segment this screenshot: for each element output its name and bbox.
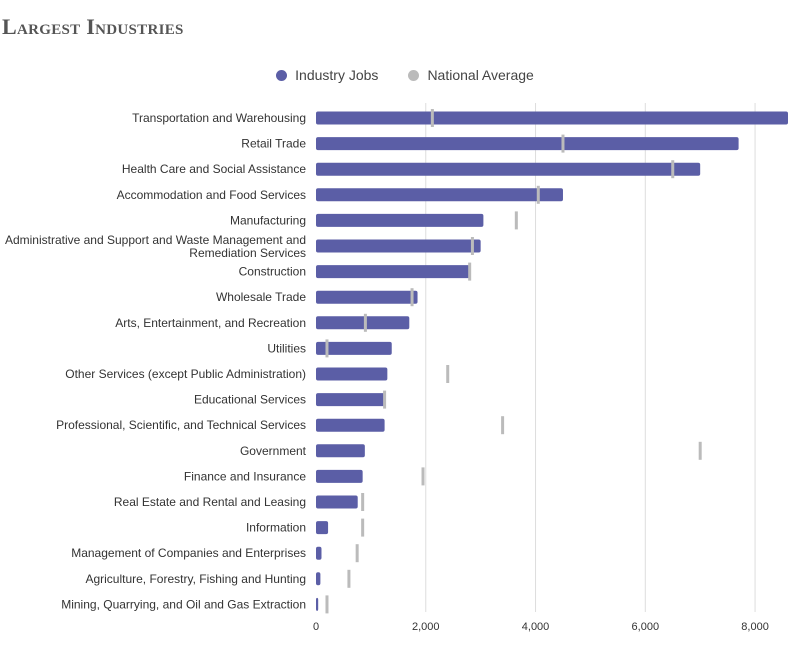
category-label: Mining, Quarrying, and Oil and Gas Extra… bbox=[61, 597, 306, 611]
national-average-marker bbox=[430, 109, 434, 127]
category-label: Educational Services bbox=[194, 393, 306, 407]
national-average-marker bbox=[470, 237, 474, 255]
category-label: Retail Trade bbox=[241, 137, 306, 151]
category-label: Finance and Insurance bbox=[184, 469, 306, 483]
industry-jobs-bar bbox=[316, 137, 739, 151]
industry-jobs-bar bbox=[316, 469, 363, 483]
national-average-marker bbox=[671, 160, 675, 179]
industry-jobs-bar bbox=[316, 521, 329, 535]
category-label: Professional, Scientific, and Technical … bbox=[56, 418, 306, 432]
legend-label-national-average: National Average bbox=[427, 67, 534, 83]
category-label: Real Estate and Rental and Leasing bbox=[114, 495, 306, 509]
category-label: Information bbox=[246, 521, 306, 535]
national-average-marker bbox=[446, 365, 450, 383]
industry-jobs-bar bbox=[316, 572, 321, 586]
industry-jobs-bar bbox=[316, 290, 418, 304]
national-average-marker bbox=[514, 211, 518, 230]
national-average-marker bbox=[468, 262, 472, 281]
national-average-marker bbox=[361, 518, 365, 537]
legend-label-industry-jobs: Industry Jobs bbox=[295, 67, 379, 83]
national-average-marker bbox=[561, 134, 565, 153]
category-label: Administrative and Support and Waste Man… bbox=[5, 233, 306, 260]
category-label: Agriculture, Forestry, Fishing and Hunti… bbox=[85, 572, 306, 586]
national-average-marker bbox=[536, 185, 540, 204]
national-average-marker bbox=[325, 339, 329, 358]
industry-jobs-bar bbox=[316, 111, 788, 125]
national-average-marker bbox=[347, 569, 351, 588]
industry-jobs-bar bbox=[316, 265, 470, 279]
industry-jobs-bar bbox=[316, 341, 392, 355]
national-average-marker bbox=[355, 544, 359, 563]
category-label: Construction bbox=[239, 265, 306, 279]
industry-jobs-bar bbox=[316, 239, 481, 253]
category-label: Health Care and Social Assistance bbox=[122, 162, 306, 176]
industry-jobs-bar bbox=[316, 162, 701, 176]
category-label: Manufacturing bbox=[230, 213, 306, 227]
legend-item-national-average[interactable]: National Average bbox=[408, 64, 534, 86]
category-label: Transportation and Warehousing bbox=[132, 111, 306, 125]
national-average-marker bbox=[698, 441, 702, 460]
industry-jobs-swatch-icon bbox=[276, 69, 288, 81]
national-average-swatch-icon bbox=[408, 69, 420, 81]
industry-jobs-bar bbox=[316, 418, 385, 432]
x-tick-label: 2,000 bbox=[412, 621, 440, 633]
industry-jobs-bar bbox=[316, 444, 365, 458]
industry-jobs-bar bbox=[316, 367, 388, 381]
industry-jobs-bar bbox=[316, 188, 563, 202]
x-tick-label: 4,000 bbox=[522, 621, 550, 633]
industry-jobs-bar bbox=[316, 316, 410, 330]
national-average-marker bbox=[410, 288, 414, 307]
x-tick-label: 8,000 bbox=[741, 621, 769, 633]
chart-legend: Industry Jobs National Average bbox=[0, 64, 810, 86]
national-average-marker bbox=[421, 467, 425, 486]
industry-jobs-bar bbox=[316, 597, 319, 611]
x-tick-label: 6,000 bbox=[632, 621, 660, 633]
industry-jobs-bar bbox=[316, 213, 484, 227]
national-average-marker bbox=[325, 595, 329, 614]
national-average-marker bbox=[501, 416, 505, 435]
national-average-marker bbox=[363, 313, 367, 332]
category-label: Accommodation and Food Services bbox=[117, 188, 306, 202]
industry-jobs-bar bbox=[316, 393, 385, 407]
industry-jobs-bar bbox=[316, 546, 322, 560]
category-label: Utilities bbox=[267, 341, 306, 355]
legend-item-industry-jobs[interactable]: Industry Jobs bbox=[276, 64, 378, 86]
national-average-marker bbox=[361, 493, 365, 511]
national-average-marker bbox=[383, 390, 387, 409]
page-title: Largest Industries bbox=[2, 14, 184, 39]
x-tick-label: 0 bbox=[313, 621, 319, 633]
category-label: Management of Companies and Enterprises bbox=[71, 546, 306, 560]
category-label: Other Services (except Public Administra… bbox=[65, 367, 306, 381]
category-label: Arts, Entertainment, and Recreation bbox=[115, 316, 306, 330]
industry-jobs-bar bbox=[316, 495, 358, 509]
category-label: Government bbox=[240, 444, 307, 458]
category-label: Wholesale Trade bbox=[216, 290, 306, 304]
